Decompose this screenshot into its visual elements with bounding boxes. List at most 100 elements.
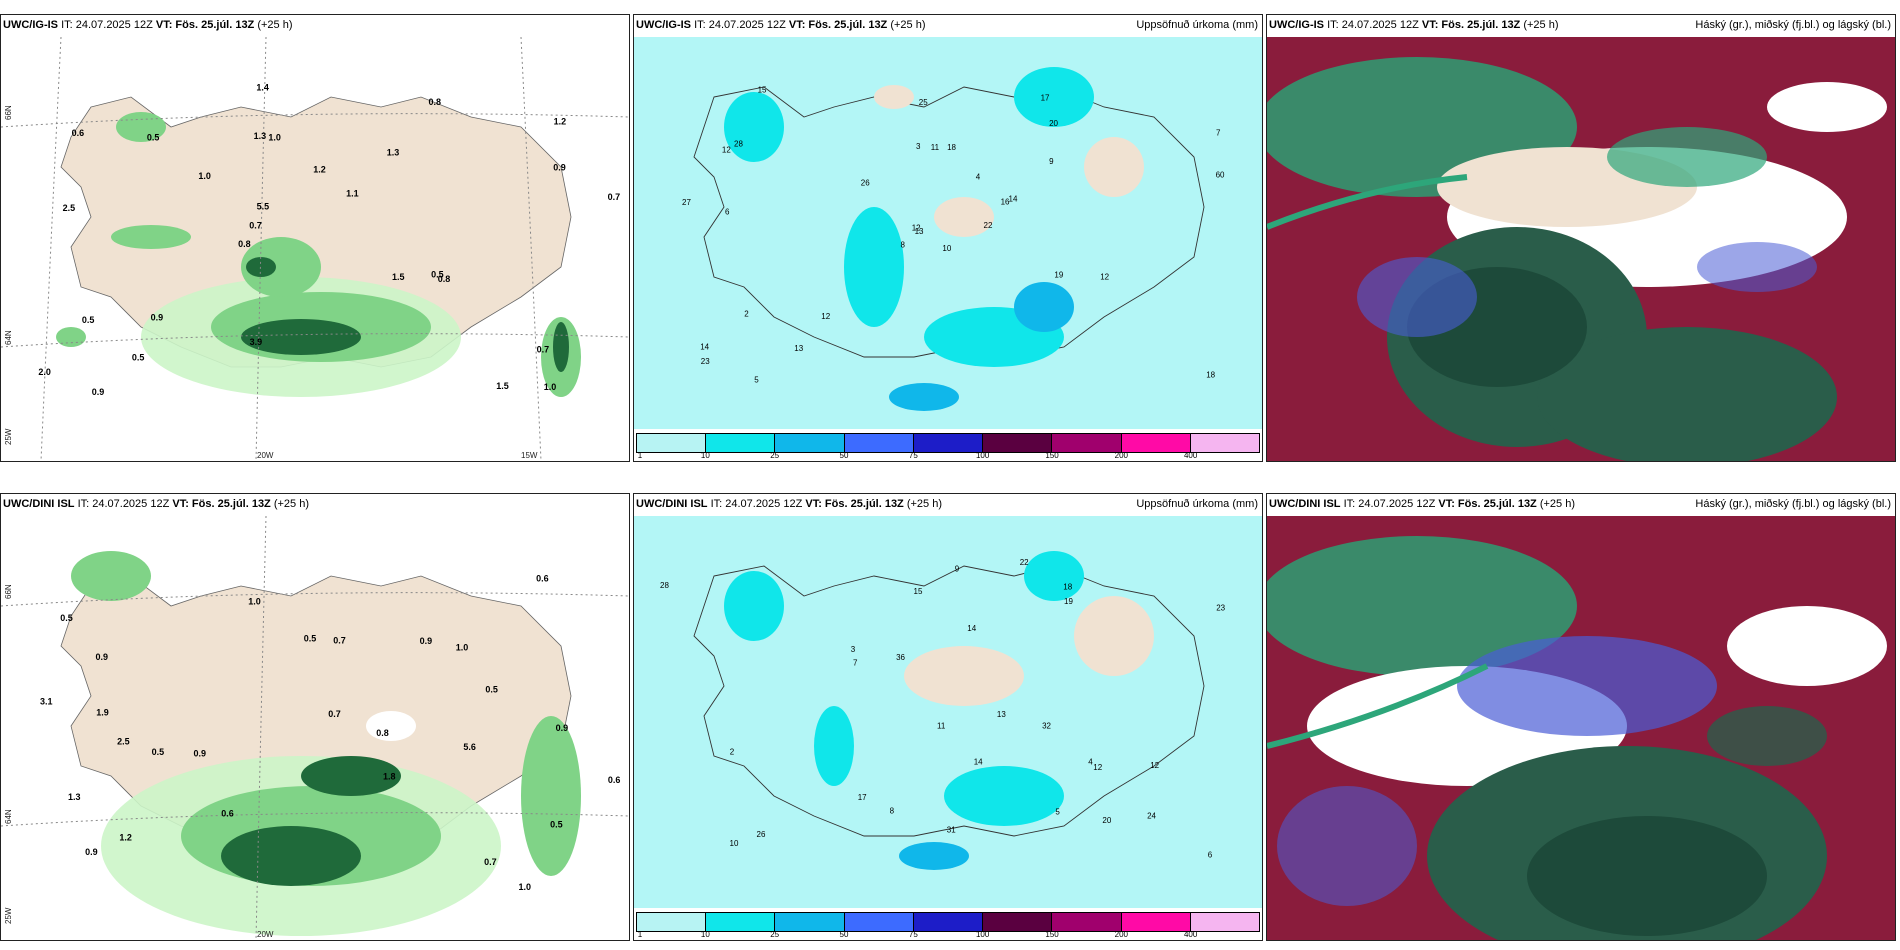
colorbar-segment	[1121, 434, 1191, 452]
value-label: 6	[725, 208, 730, 217]
value-label: 23	[701, 357, 710, 366]
wind-map-svg: 1.0 2.5 1.8 0.5 0.5 0.9 1.2 0.9 1.0 0.5 0.9 0.7 0.6 1…	[1, 516, 629, 940]
precip-value-labels: 1012131416121718202215186789534226231311…	[682, 86, 1225, 385]
value-label: 1.3	[68, 792, 81, 802]
value-label: 1.9	[96, 708, 109, 718]
value-label: 0.5	[82, 315, 95, 325]
value-label: 7	[853, 658, 858, 667]
map-precip[interactable]: 10 12 13 14 15 22 24 18 20 17 6 7 8 9 5 3 4 2 11 23 28 26 31 32…	[634, 516, 1262, 908]
value-label: 5	[1055, 808, 1060, 817]
panel-title: UWC/DINI ISL IT: 24.07.2025 12Z VT: Fös.…	[3, 498, 310, 510]
value-label: 0.8	[429, 97, 442, 107]
value-label: 6	[1208, 850, 1213, 859]
colorbar-segment	[1052, 913, 1122, 931]
cloud-map-svg	[1267, 37, 1895, 461]
cloud-map-svg	[1267, 516, 1895, 940]
colorbar-label: 25	[770, 451, 780, 460]
value-label: 3	[916, 142, 921, 151]
colorbar-segment	[1121, 913, 1191, 931]
panel-precip-igis: UWC/IG-IS IT: 24.07.2025 12Z VT: Fös. 25…	[633, 14, 1263, 462]
value-label: 1.0	[544, 382, 557, 392]
colorbar-segment	[706, 434, 776, 452]
map-clouds[interactable]	[1267, 516, 1895, 940]
value-label: 14	[1009, 195, 1018, 204]
precip-map-svg: 10 12 13 14 15 22 24 18 20 17 6 7 8 9 5 3 4 2 11 23 28 26 31 32…	[634, 516, 1262, 908]
value-label: 14	[974, 758, 983, 767]
colorbar-segment	[1190, 913, 1259, 931]
value-label: 3.9	[250, 337, 263, 347]
value-label: 13	[794, 344, 803, 353]
value-label: 16	[1001, 197, 1010, 206]
value-label: 0.9	[420, 636, 433, 646]
value-label: 0.9	[85, 847, 98, 857]
value-label: 24	[1147, 811, 1156, 820]
value-label: 18	[947, 143, 956, 152]
value-label: 0.5	[550, 820, 563, 830]
value-label: 13	[915, 227, 924, 236]
value-label: 1.0	[519, 882, 532, 892]
value-label: 9	[1049, 157, 1054, 166]
value-label: 5.6	[463, 742, 476, 752]
panel-subtitle: Uppsöfnuð úrkoma (mm)	[1136, 498, 1258, 510]
value-label: 0.6	[221, 809, 234, 819]
value-label: 12	[722, 146, 731, 155]
colorbar-segment	[983, 434, 1053, 452]
panel-subtitle: Háský (gr.), miðský (fj.bl.) og lágský (…	[1695, 498, 1891, 510]
lat-label-66: 66N	[4, 584, 13, 599]
value-label: 28	[734, 139, 743, 148]
value-label: 1.2	[554, 116, 567, 126]
value-label: 0.5	[152, 747, 165, 757]
colorbar-label: 75	[908, 930, 918, 939]
value-label: 1.2	[119, 833, 132, 843]
map-wind[interactable]: 1.0 2.5 1.8 0.5 0.5 0.9 1.2 0.9 1.0 0.5 0.9 0.7 0.6 1…	[1, 516, 629, 940]
value-label: 20	[1049, 119, 1058, 128]
precip-value-labels: 10 12 13 14 15 22 24 18 20 17 6 7 8 9 5 3 4 2 11 23 28 26 31 32…	[660, 558, 1226, 860]
colorbar-label: 200	[1114, 930, 1129, 939]
value-label: 0.7	[328, 709, 341, 719]
value-label: 0.7	[608, 192, 621, 202]
colorbar-label: 100	[975, 930, 990, 939]
precip-colorbar: 1 10 25 50 75 100 150 200 400	[634, 910, 1262, 940]
value-label: 13	[997, 710, 1006, 719]
value-label: 15	[914, 587, 923, 596]
value-label: 0.6	[536, 574, 549, 584]
value-label: 28	[660, 581, 669, 590]
colorbar-label: 10	[700, 930, 710, 939]
panel-precip-dini: UWC/DINI ISL IT: 24.07.2025 12Z VT: Fös.…	[633, 493, 1263, 941]
colorbar-label: 400	[1183, 451, 1198, 460]
value-label: 0.9	[556, 723, 569, 733]
colorbar-segment	[1052, 434, 1122, 452]
colorbar-segment	[913, 434, 984, 452]
panel-title: UWC/IG-IS IT: 24.07.2025 12Z VT: Fös. 25…	[3, 19, 293, 31]
colorbar-label: 50	[839, 451, 849, 460]
map-precip[interactable]: 10 12 13 14 16 12 17 18 20 22 15 18 6 7 8 9 5 3 4 2 26 23 13 11…	[634, 37, 1262, 429]
value-label: 19	[1054, 271, 1063, 280]
value-label: 23	[1216, 604, 1225, 613]
lon-label-15: 15W	[521, 451, 538, 460]
colorbar-label: 200	[1114, 451, 1129, 460]
value-label: 2.5	[117, 737, 130, 747]
value-label: 25	[919, 98, 928, 107]
panel-subtitle: Uppsöfnuð úrkoma (mm)	[1136, 19, 1258, 31]
value-label: 17	[1041, 94, 1050, 103]
panel-wind-igis: UWC/IG-IS IT: 24.07.2025 12Z VT: Fös. 25…	[0, 14, 630, 462]
value-label: 0.5	[60, 613, 73, 623]
value-label: 36	[896, 653, 905, 662]
value-label: 19	[1064, 597, 1073, 606]
map-clouds[interactable]	[1267, 37, 1895, 461]
value-label: 8	[890, 807, 895, 816]
colorbar-segment	[844, 434, 914, 452]
value-label: 0.9	[151, 313, 164, 323]
value-label: 0.9	[96, 652, 109, 662]
value-label: 2.5	[63, 203, 76, 213]
panel-title: UWC/IG-IS IT: 24.07.2025 12Z VT: Fös. 25…	[636, 19, 926, 31]
colorbar-label: 10	[700, 451, 710, 460]
value-label: 12	[1100, 272, 1109, 281]
value-label: 10	[730, 839, 739, 848]
value-label: 1.0	[198, 171, 211, 181]
colorbar-label: 50	[839, 930, 849, 939]
value-label: 11	[937, 722, 946, 731]
panel-clouds-dini: UWC/DINI ISL IT: 24.07.2025 12Z VT: Fös.…	[1266, 493, 1896, 941]
map-wind[interactable]: 1.0 2.5 1.2 0.8 1.3 0.9 1.3 1.2 0.5 1.0 2.0 0.5 1.0 1…	[1, 37, 629, 461]
value-label: 18	[1206, 371, 1215, 380]
